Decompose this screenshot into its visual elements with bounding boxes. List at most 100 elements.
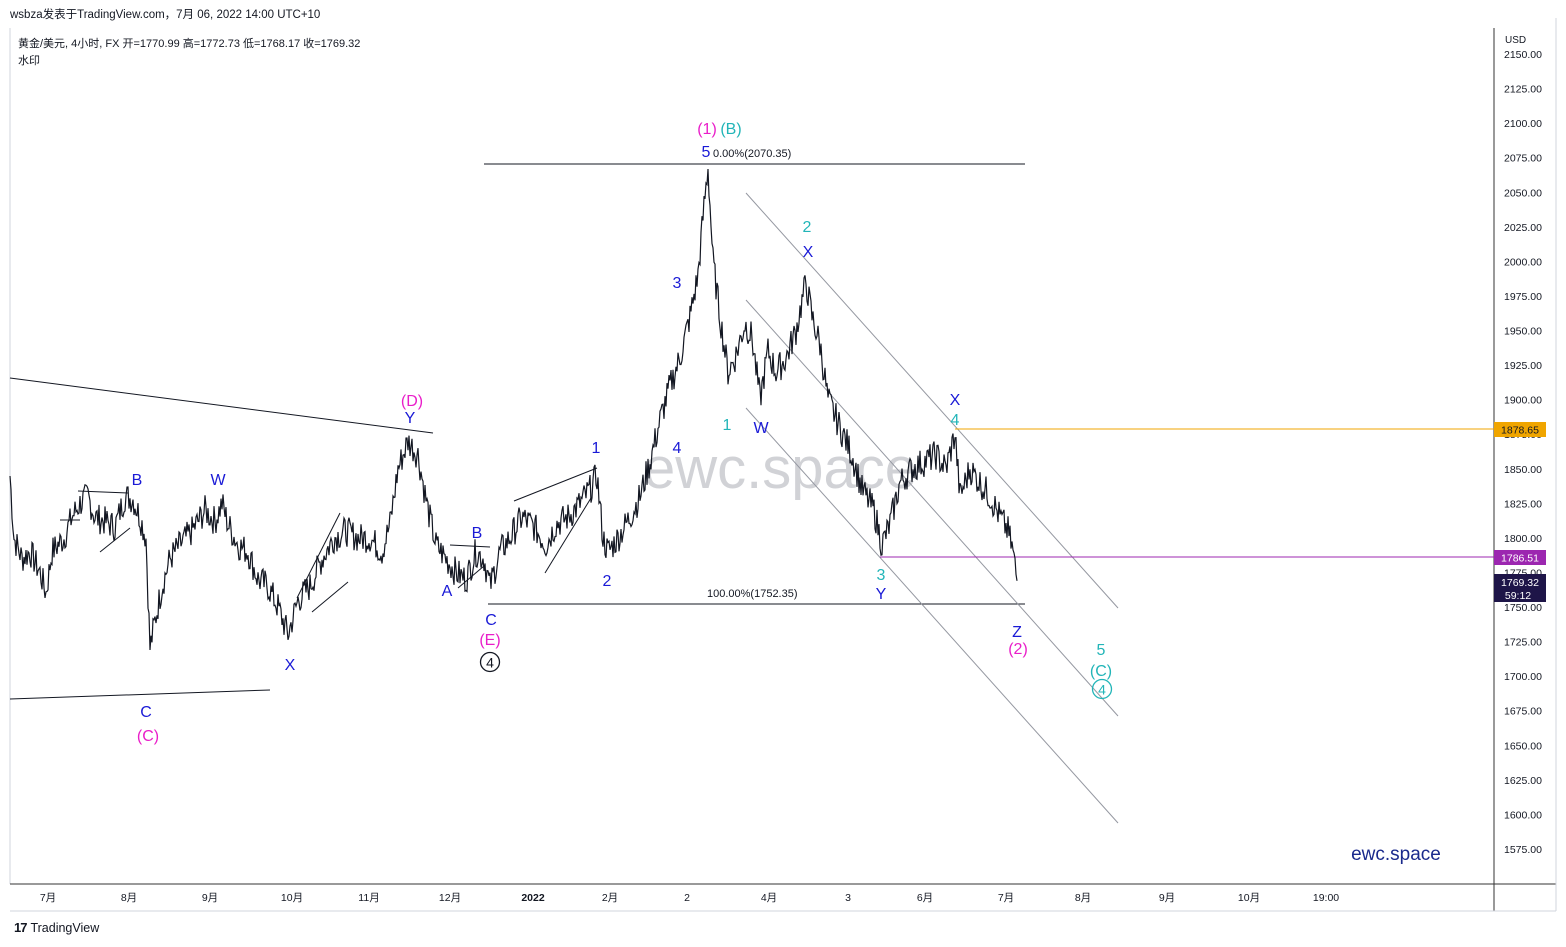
y-tick-label: 1925.00 [1504,360,1542,372]
y-tick-label: 1675.00 [1504,706,1542,718]
wave-label: 5 [702,144,711,161]
wave-label: A [442,583,453,600]
y-tick-label: 1700.00 [1504,671,1542,683]
wave-label: 3 [673,275,682,292]
wave-label: B [472,525,483,542]
wave-label: (E) [479,632,500,649]
wave-label: Z [1012,624,1022,641]
x-tick-label: 7月 [998,892,1014,904]
y-tick-label: 2075.00 [1504,153,1542,165]
x-tick-label: 19:00 [1313,892,1339,904]
wave-label: X [285,657,296,674]
x-tick-label: 9月 [202,892,218,904]
x-tick-label: 12月 [439,892,461,904]
center-watermark: ewc.space [643,436,917,501]
wave-label: 4 [951,412,960,429]
svg-text:1878.65: 1878.65 [1501,425,1539,437]
x-tick-label: 9月 [1159,892,1175,904]
channel-upper [745,192,1119,609]
price-series [9,168,1018,651]
x-tick-label: 7月 [40,892,56,904]
y-tick-label: 1625.00 [1504,775,1542,787]
price-tag-current: 1769.32 59:12 [1494,574,1546,602]
y-tick-label: 2000.00 [1504,256,1542,268]
publish-header: wsbza发表于TradingView.com，7月 06, 2022 14:0… [10,9,321,21]
svg-text:1769.32: 1769.32 [1501,577,1539,589]
x-tick-label: 6月 [917,892,933,904]
x-tick-label: 10月 [1238,892,1260,904]
wave-label: Y [876,586,887,603]
y-tick-label: 1725.00 [1504,637,1542,649]
svg-text:59:12: 59:12 [1505,590,1531,602]
wave-label: 5 [1097,642,1106,659]
x-tick-label: 4月 [761,892,777,904]
y-tick-label: 2125.00 [1504,84,1542,96]
brand-text: ewc.space [1351,844,1441,865]
y-tick-label: 1900.00 [1504,395,1542,407]
tradingview-logo-icon: 17 [14,920,28,935]
y-tick-label: 2150.00 [1504,49,1542,61]
currency-label: USD [1505,35,1526,46]
x-tick-label: 3 [845,892,851,904]
svg-text:1786.51: 1786.51 [1501,553,1539,565]
wave-label: 4 [673,440,682,457]
circled-label: 4 [1098,682,1106,698]
price-tag-orange: 1878.65 [1494,422,1546,437]
y-tick-label: 1600.00 [1504,809,1542,821]
wave-label: 2 [803,219,812,236]
wave-label: (C) [137,728,159,745]
price-tag-purple: 1786.51 [1494,550,1546,565]
wave-label: C [140,704,152,721]
wave-label: 1 [723,417,732,434]
y-tick-label: 1825.00 [1504,498,1542,510]
triangle-upper-line [9,377,434,434]
wave-label: B [132,472,143,489]
wave-label: W [210,472,226,489]
y-tick-label: 2050.00 [1504,187,1542,199]
x-tick-label: 8月 [121,892,137,904]
y-tick-label: 1850.00 [1504,464,1542,476]
triangle-lower-line [9,689,271,700]
x-axis-ticks: 7月 8月 9月 10月 11月 12月 2022 2月 2 4月 3 6月 7月 8月 9月 10月 19:0… [40,892,1339,904]
y-tick-label: 1800.00 [1504,533,1542,545]
x-tick-label: 2 [684,892,690,904]
channel-lower [745,407,1119,824]
wave-label: 1 [592,440,601,457]
circled-label: 4 [486,655,494,671]
tradingview-name: TradingView [30,920,100,935]
wave-label: X [803,244,814,261]
watermark-label: 水印 [18,55,40,67]
x-tick-label: 11月 [358,892,379,904]
wave-label: Y [405,410,416,427]
wave-label: (D) [401,393,423,410]
pattern-lines [60,467,598,613]
x-tick-label: 8月 [1075,892,1091,904]
wave-labels: B W X C (C) (D) Y A B C (E) 1 2 3 4 5 (1… [132,121,1112,745]
circled-wave-black: 4 [479,651,501,673]
y-tick-label: 2025.00 [1504,222,1542,234]
trendlines [9,163,1025,700]
y-tick-label: 1750.00 [1504,602,1542,614]
y-tick-label: 2100.00 [1504,118,1542,130]
wave-label: 3 [877,567,886,584]
y-tick-label: 1650.00 [1504,740,1542,752]
wave-label: C [485,612,497,629]
x-tick-label: 2月 [602,892,618,904]
wave-label: (1) [697,121,717,138]
y-tick-label: 1950.00 [1504,326,1542,338]
wave-label: 2 [603,573,612,590]
fib-label-zero: 0.00%(2070.35) [713,148,791,160]
channel-lines [745,192,1119,824]
wave-label: X [950,392,961,409]
wave-label: (B) [720,121,741,138]
wave-label: W [753,420,769,437]
tradingview-footer[interactable]: 17 TradingView [14,920,99,935]
ohlc-legend: 黄金/美元, 4小时, FX 开=1770.99 高=1772.73 低=176… [18,38,361,50]
fib-label-hundred: 100.00%(1752.35) [707,588,798,600]
y-axis-ticks: 2150.00 2125.00 2100.00 2075.00 2050.00 2025.… [1504,49,1542,856]
wave-label: (C) [1090,663,1112,680]
y-tick-label: 1975.00 [1504,291,1542,303]
channel-middle [745,299,1119,717]
x-tick-label: 2022 [521,892,545,904]
